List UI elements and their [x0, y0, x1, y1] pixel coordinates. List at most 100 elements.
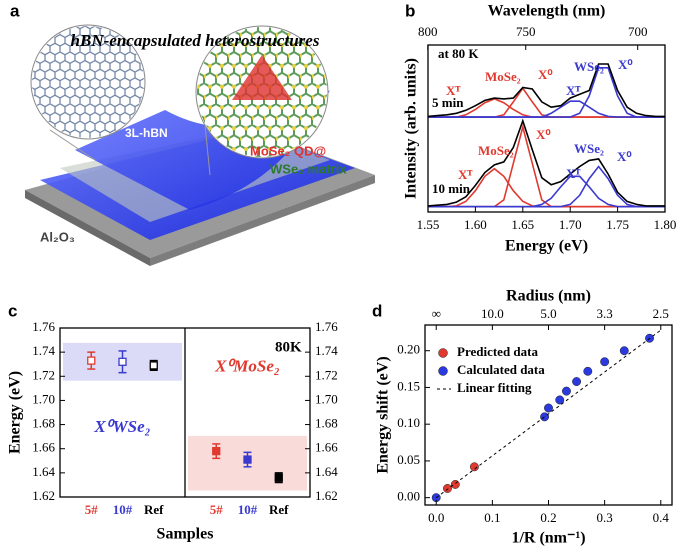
layer-label: 3L-hBN: [125, 126, 168, 140]
x-tick-label: 0.4: [653, 510, 670, 525]
matrix-label: WSe₂ matrix: [270, 161, 347, 176]
y-tick-label: 1.62: [32, 488, 55, 503]
annotation: 80K: [275, 339, 302, 355]
y-tick-label: 1.66: [32, 440, 55, 455]
y-axis-title: Intensity (arb. units): [403, 58, 420, 199]
annotation: Xᵀ: [446, 83, 461, 98]
legend-marker: [438, 348, 448, 358]
legend-label: Calculated data: [457, 362, 545, 377]
x-tick-label: Ref: [269, 502, 289, 517]
point: [600, 357, 610, 367]
y-tick-label: 0.20: [397, 342, 420, 357]
x-tick-label: 5.0: [540, 306, 556, 321]
panel-label: b: [405, 1, 415, 20]
panel-label: a: [10, 1, 20, 20]
y-tick-label: 0.05: [397, 452, 420, 467]
panel-label: d: [372, 301, 382, 320]
annotation: 5 min: [432, 95, 464, 110]
y-tick-label: 0.00: [397, 489, 420, 504]
point: [443, 484, 452, 493]
point: [544, 403, 553, 413]
point: [540, 412, 550, 422]
x-axis-title: 1/R (nm⁻¹): [511, 530, 585, 547]
annotation: MoSe₂: [478, 143, 514, 158]
hbn-top: [75, 90, 330, 210]
y-tick-label: 1.76: [315, 319, 338, 334]
series-label: X⁰MoSe₂: [214, 357, 280, 376]
marker: [87, 356, 96, 365]
marker: [118, 357, 127, 366]
y-tick-label: 1.62: [315, 488, 338, 503]
x-tick-label: 5#: [85, 502, 99, 517]
x-tick-label: 1.55: [417, 217, 440, 232]
marker: [212, 446, 221, 456]
y-tick-label: 1.64: [32, 464, 55, 479]
annotation: WSe₂: [574, 141, 604, 156]
y-tick-label: 1.64: [315, 464, 338, 479]
x-tick-label: ∞: [432, 306, 441, 321]
y-tick-label: 1.68: [32, 416, 55, 431]
y-tick-label: 0.10: [397, 415, 420, 430]
spectrum-line: [428, 86, 665, 118]
annotation: Xᵀ: [566, 83, 581, 98]
hbn-lattice: [32, 26, 144, 138]
y-tick-label: 1.70: [315, 391, 338, 406]
x-tick-label: Ref: [144, 502, 164, 517]
fit-line: [435, 329, 662, 499]
x-tick-label: 0.3: [597, 510, 613, 525]
x-tick-label: 5#: [210, 502, 224, 517]
point: [572, 377, 582, 387]
qd: [232, 55, 292, 100]
x-tick-label: 1.65: [511, 217, 534, 232]
x2-axis-title: Wavelength (nm): [488, 3, 606, 20]
y-axis-title: Energy shift (eV): [375, 356, 392, 473]
point: [619, 346, 629, 356]
annotation: MoSe₂: [485, 69, 521, 84]
y-tick-label: 1.76: [32, 319, 55, 334]
y-tick-label: 1.72: [315, 367, 338, 382]
panel-label: c: [8, 301, 17, 320]
connector: [49, 129, 96, 161]
connector: [204, 124, 211, 176]
x-tick-label: 1.70: [559, 217, 582, 232]
x-tick-label: 0.0: [428, 510, 444, 525]
qd-label: MoSe₂ QD@: [250, 143, 326, 158]
legend-marker: [438, 366, 448, 376]
x2-axis-title: Radius (nm): [506, 288, 591, 305]
plot-frame: [427, 44, 666, 213]
x-tick-label: 800: [418, 24, 438, 39]
x-tick-label: 1.80: [654, 217, 677, 232]
y-tick-label: 0.15: [397, 378, 420, 393]
x-axis-title: Samples: [157, 526, 214, 543]
annotation: X⁰: [536, 127, 551, 142]
y-tick-label: 1.66: [315, 440, 338, 455]
x-tick-label: 10#: [113, 502, 133, 517]
annotation: X⁰: [538, 67, 553, 82]
y-tick-label: 1.68: [315, 416, 338, 431]
spectrum-line: [428, 165, 665, 208]
x-tick-label: 0.1: [484, 510, 500, 525]
x-tick-label: 700: [628, 24, 648, 39]
x-tick-label: 0.2: [540, 510, 556, 525]
x-tick-label: 2.5: [653, 306, 669, 321]
y-tick-label: 1.74: [32, 343, 55, 358]
legend-label: Predicted data: [457, 344, 538, 359]
point: [469, 462, 479, 472]
legend-label: Linear fitting: [457, 380, 532, 395]
illustration-title: hBN-encapsulated heterostructures: [71, 31, 320, 50]
x-tick-label: 3.3: [597, 306, 613, 321]
point: [450, 479, 460, 489]
x-tick-label: 10#: [238, 502, 258, 517]
x-tick-label: 750: [516, 24, 536, 39]
substrate-side: [25, 190, 150, 266]
annotation: Xᵀ: [566, 166, 581, 181]
x-tick-label: 1.60: [464, 217, 487, 232]
marker: [274, 473, 283, 482]
substrate-label: Al₂O₃: [40, 229, 75, 244]
illustration: a hBN-encapsulated heterostructures 3L-h…: [10, 1, 375, 266]
y-tick-label: 1.70: [32, 391, 55, 406]
point: [555, 395, 565, 405]
spectrum-line: [428, 67, 665, 118]
x-tick-label: 1.75: [606, 217, 629, 232]
